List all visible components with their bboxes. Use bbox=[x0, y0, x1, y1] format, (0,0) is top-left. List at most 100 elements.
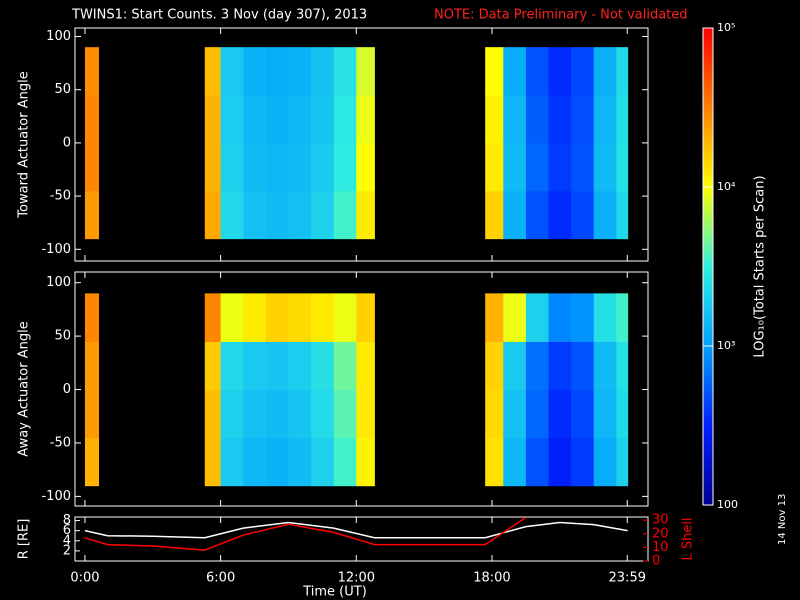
heatmap-cell bbox=[571, 437, 595, 487]
y-tick-label: 2 bbox=[63, 543, 71, 558]
heatmap-cell bbox=[311, 190, 335, 240]
heatmap-cell bbox=[84, 341, 100, 391]
heatmap-cell bbox=[593, 190, 617, 240]
heatmap-cell bbox=[204, 437, 222, 487]
heatmap-cell bbox=[220, 190, 244, 240]
heatmap-cell bbox=[503, 142, 527, 192]
heatmap-cell bbox=[503, 190, 527, 240]
heatmap-cell bbox=[243, 95, 267, 144]
heatmap-cell bbox=[243, 47, 267, 96]
heatmap-cell bbox=[333, 95, 357, 144]
heatmap-cell bbox=[548, 341, 572, 391]
y-tick-label: 100 bbox=[46, 275, 71, 290]
heatmap-cell bbox=[593, 95, 617, 144]
heatmap-cell bbox=[311, 341, 335, 391]
heatmap-cell bbox=[485, 389, 504, 439]
y2-axis-label: L Shell bbox=[681, 517, 696, 560]
heatmap-cell bbox=[220, 437, 244, 487]
side-label: 14 Nov 13 bbox=[777, 494, 788, 545]
colorbar-tick-label: 10⁵ bbox=[717, 21, 735, 34]
heatmap-cell bbox=[204, 293, 222, 342]
x-tick-label: 6:00 bbox=[206, 571, 235, 586]
heatmap-cell bbox=[265, 190, 289, 240]
chart-title: TWINS1: Start Counts. 3 Nov (day 307), 2… bbox=[71, 8, 367, 23]
y-tick-label: -50 bbox=[50, 189, 71, 204]
heatmap-cell bbox=[616, 389, 629, 439]
y2-tick-label: 30 bbox=[652, 513, 669, 528]
heatmap-cell bbox=[485, 95, 504, 144]
heatmap-cell bbox=[616, 95, 629, 144]
heatmap-cell bbox=[593, 142, 617, 192]
x-tick-label: 18:00 bbox=[473, 571, 510, 586]
heatmap-cell bbox=[311, 389, 335, 439]
heatmap-cell bbox=[616, 293, 629, 342]
heatmap-cell bbox=[485, 142, 504, 192]
y-tick-label: -50 bbox=[50, 435, 71, 450]
heatmap-cell bbox=[333, 437, 357, 487]
heatmap-cell bbox=[503, 437, 527, 487]
y-tick-label: 6 bbox=[63, 523, 71, 538]
y2-tick-label: 0 bbox=[652, 554, 660, 569]
heatmap-cell bbox=[84, 389, 100, 439]
heatmap-cell bbox=[548, 95, 572, 144]
heatmap-cell bbox=[356, 142, 375, 192]
heatmap-cell bbox=[220, 293, 244, 342]
heatmap-cell bbox=[243, 437, 267, 487]
heatmap-cell bbox=[525, 341, 550, 391]
heatmap-cell bbox=[593, 293, 617, 342]
heatmap-cell bbox=[265, 437, 289, 487]
colorbar-tick-label: 10⁴ bbox=[717, 180, 736, 193]
heatmap-cell bbox=[204, 142, 222, 192]
heatmap-cell bbox=[571, 95, 595, 144]
heatmap-cell bbox=[485, 341, 504, 391]
heatmap-cell bbox=[204, 341, 222, 391]
heatmap-cell bbox=[548, 142, 572, 192]
heatmap-cell bbox=[525, 95, 550, 144]
heatmap-cell bbox=[593, 47, 617, 96]
plot-frame bbox=[74, 27, 649, 262]
heatmap-cell bbox=[288, 389, 312, 439]
plot-frame bbox=[74, 271, 649, 507]
heatmap-cell bbox=[288, 95, 312, 144]
heatmap-cell bbox=[356, 190, 375, 240]
heatmap-cell bbox=[84, 190, 100, 240]
heatmap-cell bbox=[265, 293, 289, 342]
x-axis-label: Time (UT) bbox=[302, 585, 367, 600]
heatmap-cell bbox=[84, 95, 100, 144]
heatmap-cell bbox=[311, 142, 335, 192]
heatmap-cell bbox=[288, 190, 312, 240]
line-series bbox=[84, 521, 628, 539]
heatmap-cell bbox=[220, 142, 244, 192]
y-tick-label: 0 bbox=[63, 135, 71, 150]
heatmap-cell bbox=[525, 389, 550, 439]
heatmap-cell bbox=[243, 190, 267, 240]
plot-frame bbox=[74, 516, 649, 562]
heatmap-cell bbox=[333, 389, 357, 439]
y-tick-label: -100 bbox=[41, 489, 71, 504]
heatmap-cell bbox=[84, 293, 100, 342]
y-tick-label: 4 bbox=[63, 533, 71, 548]
y2-tick-label: 20 bbox=[652, 526, 669, 541]
note: NOTE: Data Preliminary - Not validated bbox=[434, 8, 688, 23]
heatmap-cell bbox=[525, 293, 550, 342]
heatmap-cell bbox=[616, 437, 629, 487]
heatmap-cell bbox=[616, 47, 629, 96]
colorbar bbox=[702, 27, 714, 506]
heatmap-cell bbox=[220, 389, 244, 439]
heatmap-cell bbox=[311, 293, 335, 342]
x-tick-label: 23:59 bbox=[609, 571, 646, 586]
y-tick-label: 50 bbox=[54, 329, 71, 344]
heatmap-cell bbox=[288, 341, 312, 391]
heatmap-cell bbox=[243, 293, 267, 342]
heatmap-cell bbox=[503, 293, 527, 342]
heatmap-cell bbox=[288, 142, 312, 192]
heatmap-cell bbox=[356, 47, 375, 96]
heatmap-cell bbox=[84, 142, 100, 192]
heatmap-cell bbox=[333, 47, 357, 96]
heatmap-cell bbox=[356, 341, 375, 391]
heatmap-cell bbox=[204, 389, 222, 439]
heatmap-cell bbox=[288, 47, 312, 96]
heatmap-cell bbox=[485, 437, 504, 487]
heatmap-cell bbox=[243, 341, 267, 391]
